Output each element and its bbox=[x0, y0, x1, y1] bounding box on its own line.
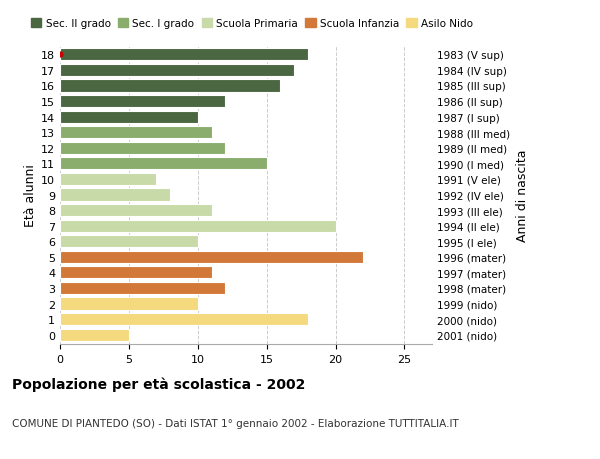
Bar bbox=[60, 96, 226, 108]
Bar bbox=[60, 205, 212, 217]
Text: Popolazione per età scolastica - 2002: Popolazione per età scolastica - 2002 bbox=[12, 376, 305, 391]
Bar bbox=[60, 174, 157, 185]
Bar bbox=[60, 235, 198, 248]
Bar bbox=[60, 189, 170, 201]
Bar bbox=[60, 158, 266, 170]
Bar bbox=[60, 49, 308, 62]
Bar bbox=[60, 112, 198, 123]
Bar bbox=[60, 267, 212, 279]
Bar bbox=[60, 282, 226, 294]
Y-axis label: Anni di nascita: Anni di nascita bbox=[515, 149, 529, 241]
Bar bbox=[60, 142, 226, 155]
Legend: Sec. II grado, Sec. I grado, Scuola Primaria, Scuola Infanzia, Asilo Nido: Sec. II grado, Sec. I grado, Scuola Prim… bbox=[27, 14, 477, 33]
Y-axis label: Età alunni: Età alunni bbox=[24, 164, 37, 226]
Bar bbox=[60, 313, 308, 325]
Bar bbox=[60, 80, 280, 92]
Bar bbox=[60, 329, 129, 341]
Bar bbox=[60, 251, 363, 263]
Bar bbox=[60, 298, 198, 310]
Bar bbox=[60, 220, 335, 232]
Bar bbox=[60, 65, 294, 77]
Bar bbox=[60, 127, 212, 139]
Text: COMUNE DI PIANTEDO (SO) - Dati ISTAT 1° gennaio 2002 - Elaborazione TUTTITALIA.I: COMUNE DI PIANTEDO (SO) - Dati ISTAT 1° … bbox=[12, 418, 459, 428]
